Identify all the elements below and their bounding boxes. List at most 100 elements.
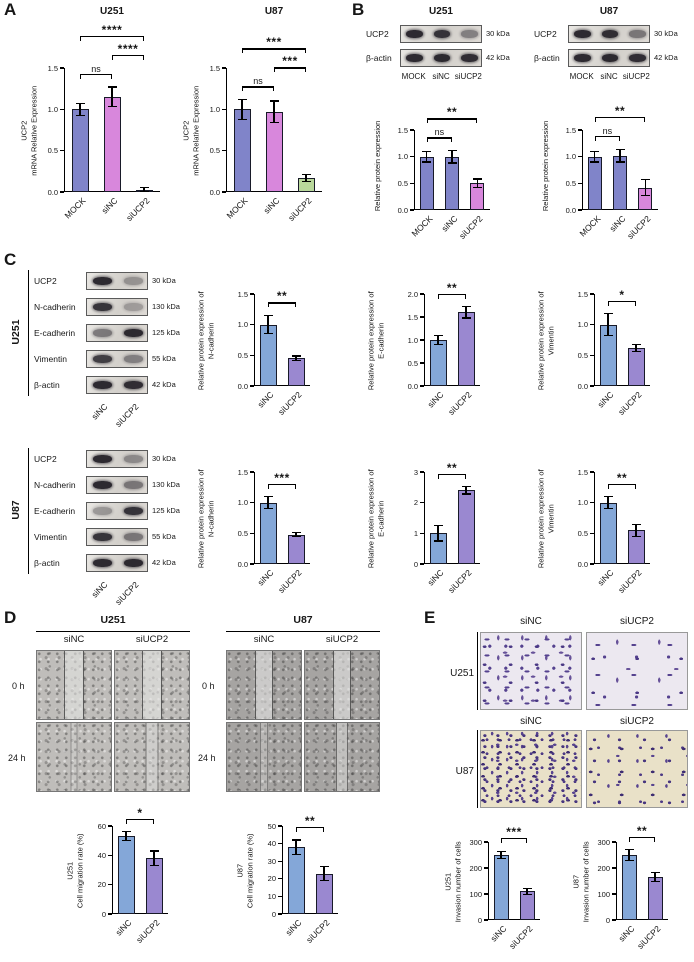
- error-bar: [476, 179, 478, 188]
- blot-strip: [86, 298, 148, 316]
- bar-mock: [233, 109, 251, 192]
- sig-bracket-tick: [242, 48, 244, 54]
- bar-mock: [419, 156, 434, 210]
- sig-bracket-tick: [426, 137, 428, 143]
- y-tick: [278, 878, 282, 880]
- y-tick: [612, 841, 616, 843]
- blot-band: [406, 30, 423, 38]
- error-bar: [526, 888, 528, 895]
- error-bar-cap: [269, 121, 279, 124]
- row-label-24h: 24 h: [198, 753, 216, 763]
- error-bar-cap: [433, 344, 443, 346]
- blot-band: [93, 559, 112, 567]
- bar-siucp2: [287, 534, 305, 564]
- y-tick-label: 0: [413, 559, 418, 569]
- y-tick-label: 1.5: [407, 312, 418, 322]
- y-tick: [484, 841, 488, 843]
- sig-bracket-tick: [618, 136, 620, 142]
- error-bar: [79, 103, 81, 116]
- y-tick-label: 0.0: [407, 381, 418, 391]
- group-title-u251: U251: [100, 614, 126, 626]
- error-bar-cap: [447, 149, 457, 151]
- error-bar-cap: [631, 523, 641, 525]
- y-axis-label: Relative protein expression of E-cadherin: [366, 450, 386, 588]
- y-tick: [420, 362, 424, 364]
- error-bar-cap: [263, 508, 273, 510]
- y-tick: [590, 532, 594, 534]
- y-axis-label-line: UCP2: [19, 120, 29, 141]
- y-tick: [484, 919, 488, 921]
- error-bar-cap: [319, 879, 329, 882]
- error-bar: [635, 524, 637, 537]
- y-tick-label: 1: [413, 528, 418, 538]
- y-tick: [250, 502, 254, 504]
- row-label-0h: 0 h: [202, 681, 215, 691]
- kda-label: 130 kDa: [152, 480, 180, 489]
- blot-bracket-line: [28, 270, 30, 396]
- sig-bracket-tick: [268, 302, 270, 308]
- protein-label: E-cadherin: [34, 327, 76, 338]
- blot-strip: [86, 376, 148, 394]
- y-tick: [420, 316, 424, 318]
- sig-bracket-tick: [304, 48, 306, 54]
- chart-ncadherin-u87: Relative protein expression of N-cadherin…: [186, 444, 350, 596]
- sig-bracket-tick: [464, 293, 466, 299]
- y-tick-label: 0.0: [577, 381, 588, 391]
- y-tick: [278, 843, 282, 845]
- sig-bracket-line: [126, 818, 154, 821]
- blot-band: [93, 481, 112, 489]
- blot-strip: [400, 49, 482, 67]
- y-tick-label: 1.0: [565, 152, 576, 162]
- y-tick: [590, 324, 594, 326]
- blot-band: [93, 381, 112, 389]
- error-bar: [619, 149, 621, 162]
- blot-strip: [86, 450, 148, 468]
- error-bar: [607, 313, 609, 336]
- sig-label: ***: [266, 35, 282, 50]
- chart-title: U251: [100, 6, 124, 17]
- lane-label: siNC: [432, 72, 450, 81]
- sig-bracket-tick: [80, 74, 82, 79]
- y-tick-label: 1.5: [397, 125, 408, 135]
- error-bar: [143, 187, 145, 192]
- y-tick-label: 1.0: [577, 320, 588, 330]
- blot-band: [124, 277, 143, 285]
- sig-bracket-tick: [126, 818, 128, 824]
- wound-image-u87-sinc-24h: [226, 722, 302, 792]
- kda-label: 42 kDa: [486, 53, 510, 62]
- y-tick: [420, 339, 424, 341]
- bar-sinc: [103, 96, 121, 192]
- chart-invasion-u251: U251 Invasion number of cells 0 100 200 300 si…: [440, 816, 560, 962]
- error-bar-cap: [461, 306, 471, 308]
- y-tick: [590, 471, 594, 473]
- error-bar-cap: [291, 535, 301, 537]
- panel-label-d: D: [4, 608, 17, 627]
- bar-sinc: [117, 836, 135, 914]
- y-tick: [612, 893, 616, 895]
- y-tick: [250, 324, 254, 326]
- blot-band: [461, 54, 478, 62]
- error-bar-cap: [624, 849, 634, 851]
- y-tick: [108, 884, 112, 886]
- y-tick-label: 0.5: [237, 528, 248, 538]
- blot-strip: [568, 25, 650, 43]
- sig-bracket-tick: [464, 473, 466, 479]
- y-tick-label: 1.5: [237, 467, 248, 477]
- sig-bracket-tick: [152, 818, 154, 824]
- blot-band: [93, 355, 112, 363]
- sig-bracket-tick: [142, 36, 144, 41]
- lane-label: MOCK: [569, 72, 594, 81]
- protein-label: N-cadherin: [34, 479, 76, 490]
- sig-label: ns: [434, 127, 445, 138]
- blot-band: [124, 481, 143, 489]
- chart-ecadherin-u251: Relative protein expression of E-cadherin…: [356, 266, 520, 418]
- y-tick: [420, 293, 424, 295]
- scratch-gap: [64, 651, 84, 719]
- y-tick: [420, 502, 424, 504]
- protein-label: UCP2: [366, 28, 389, 39]
- error-bar-cap: [590, 150, 600, 152]
- sig-bracket-tick: [634, 300, 636, 306]
- error-bar: [241, 99, 243, 120]
- row-label-0h: 0 h: [12, 681, 25, 691]
- error-bar-cap: [650, 881, 660, 883]
